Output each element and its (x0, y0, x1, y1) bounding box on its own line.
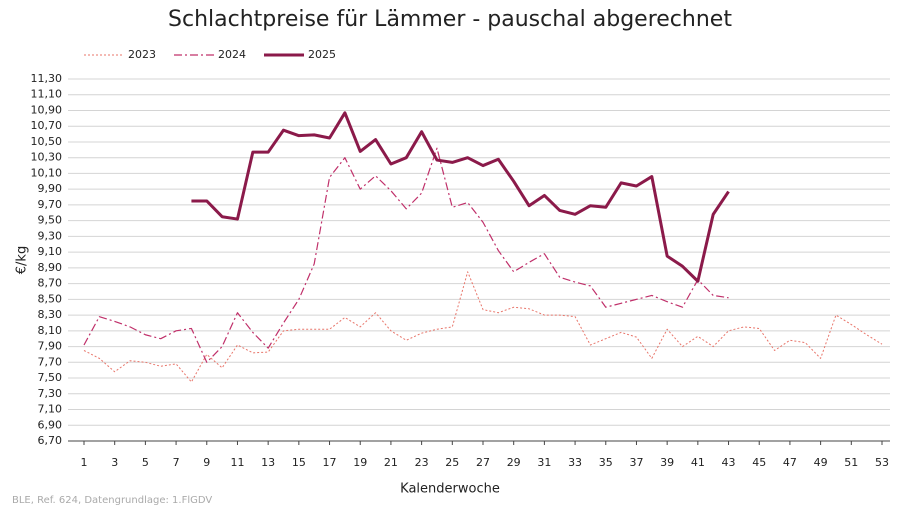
series-line (191, 111, 730, 283)
x-tick-label: 5 (142, 456, 149, 469)
y-axis-label: €/kg (15, 246, 30, 274)
y-tick-label: 10,50 (31, 135, 63, 148)
y-tick-label: 7,50 (38, 371, 63, 384)
x-tick-label: 31 (537, 456, 551, 469)
y-tick-label: 11,10 (31, 88, 63, 101)
y-tick-label: 9,10 (38, 245, 63, 258)
series-line (83, 271, 883, 383)
y-tick-label: 9,90 (38, 182, 63, 195)
x-tick-label: 35 (599, 456, 613, 469)
x-tick-label: 47 (783, 456, 797, 469)
x-axis-label: Kalenderwoche (400, 482, 500, 497)
x-tick-label: 23 (415, 456, 429, 469)
y-tick-label: 9,70 (38, 198, 63, 211)
y-tick-label: 7,90 (38, 340, 63, 353)
x-tick-label: 51 (844, 456, 858, 469)
y-tick-label: 10,70 (31, 119, 63, 132)
x-tick-label: 39 (660, 456, 674, 469)
y-tick-label: 9,50 (38, 214, 63, 227)
x-tick-label: 41 (691, 456, 705, 469)
y-tick-label: 6,90 (38, 418, 63, 431)
x-tick-label: 49 (814, 456, 828, 469)
x-tick-label: 1 (81, 456, 88, 469)
x-tick-label: 19 (353, 456, 367, 469)
chart-title: Schlachtpreise für Lämmer - pauschal abg… (168, 7, 732, 32)
y-tick-label: 11,30 (31, 72, 63, 85)
x-tick-label: 9 (203, 456, 210, 469)
x-tick-label: 15 (292, 456, 306, 469)
y-tick-label: 6,70 (38, 434, 63, 447)
y-tick-label: 9,30 (38, 229, 63, 242)
legend-label: 2025 (308, 48, 336, 61)
legend-label: 2024 (218, 48, 246, 61)
legend-label: 2023 (128, 48, 156, 61)
y-tick-label: 10,30 (31, 151, 63, 164)
y-tick-label: 10,10 (31, 166, 63, 179)
y-tick-label: 8,70 (38, 277, 63, 290)
y-tick-label: 8,90 (38, 261, 63, 274)
x-tick-label: 29 (507, 456, 521, 469)
x-tick-label: 7 (173, 456, 180, 469)
x-tick-label: 27 (476, 456, 490, 469)
y-tick-label: 7,30 (38, 387, 63, 400)
x-tick-label: 25 (445, 456, 459, 469)
x-tick-label: 37 (629, 456, 643, 469)
x-tick-label: 17 (323, 456, 337, 469)
x-tick-label: 53 (875, 456, 889, 469)
x-tick-label: 11 (230, 456, 244, 469)
footer: BLE, Ref. 624, Datengrundlage: 1.FlGDV (12, 495, 212, 506)
x-tick-label: 43 (722, 456, 736, 469)
y-tick-label: 10,90 (31, 103, 63, 116)
x-tick-label: 3 (111, 456, 118, 469)
y-tick-label: 7,70 (38, 355, 63, 368)
y-tick-label: 8,10 (38, 324, 63, 337)
x-tick-label: 21 (384, 456, 398, 469)
y-tick-label: 7,10 (38, 403, 63, 416)
series-line (83, 147, 729, 363)
x-tick-label: 45 (752, 456, 766, 469)
y-tick-label: 8,30 (38, 308, 63, 321)
y-tick-label: 8,50 (38, 292, 63, 305)
x-tick-label: 33 (568, 456, 582, 469)
x-tick-label: 13 (261, 456, 275, 469)
